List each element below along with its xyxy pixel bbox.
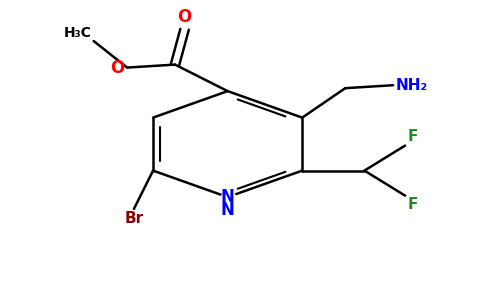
Text: H₃C: H₃C: [63, 26, 91, 40]
Text: N: N: [221, 188, 235, 206]
Text: F: F: [408, 129, 418, 144]
Text: F: F: [408, 197, 418, 212]
Text: NH₂: NH₂: [395, 78, 428, 93]
Text: N: N: [221, 201, 235, 219]
Text: O: O: [178, 8, 192, 26]
Text: O: O: [110, 58, 125, 76]
Text: Br: Br: [124, 211, 143, 226]
